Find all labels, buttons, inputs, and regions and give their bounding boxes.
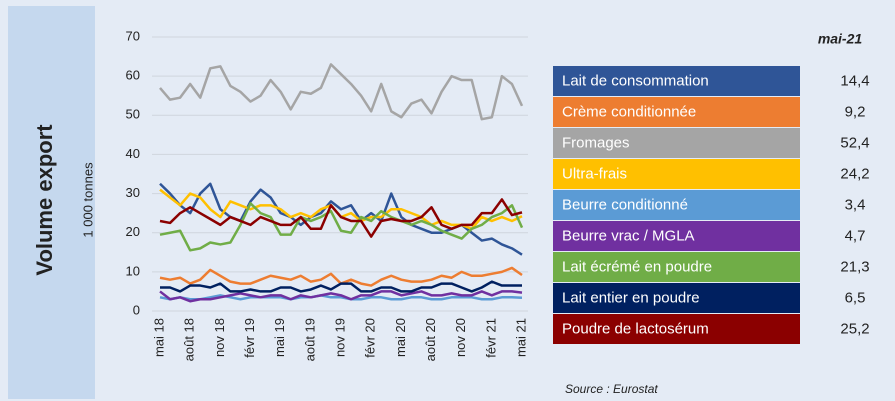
chart-title: Volume export: [32, 124, 57, 276]
legend-label: Lait entier en poudre: [562, 289, 700, 306]
series-line: [159, 294, 523, 301]
x-tick-label: nov 18: [212, 318, 227, 357]
y-tick-label: 50: [126, 107, 140, 122]
legend-swatch: [553, 97, 800, 127]
x-tick-label: mai 20: [393, 318, 408, 357]
legend-swatch: [553, 314, 800, 344]
x-tick-label: févr 21: [483, 318, 498, 358]
source: Source : Eurostat: [565, 382, 658, 396]
series-line: [159, 290, 523, 303]
legend-label: Crème conditionnée: [562, 103, 696, 120]
x-tick-label: août 20: [423, 318, 438, 361]
legend-label: Beurre conditionné: [562, 196, 688, 213]
legend-label: Ultra-frais: [562, 165, 627, 182]
series-line: [159, 202, 524, 252]
x-tick-label: août 18: [182, 318, 197, 361]
series-line: [160, 280, 522, 293]
table-value: 24,2: [840, 165, 869, 182]
legend-label: Lait de consommation: [562, 72, 709, 89]
x-tick-label: févr 19: [242, 318, 257, 358]
table-header: mai-21: [818, 31, 863, 47]
legend-swatch: [553, 66, 800, 96]
legend-swatch: [553, 159, 800, 189]
x-tick-label: mai 19: [272, 318, 287, 357]
legend-swatch: [553, 221, 800, 251]
y-tick-label: 30: [126, 185, 140, 200]
table-value: 52,4: [840, 134, 869, 151]
series-line: [159, 63, 524, 121]
y-tick-label: 40: [126, 146, 140, 161]
legend-swatch: [553, 190, 800, 220]
legend-swatch: [553, 128, 800, 158]
x-tick-label: nov 20: [453, 318, 468, 357]
y-tick-label: 10: [126, 263, 140, 278]
table-value: 14,4: [840, 72, 869, 89]
x-tick-label: févr 20: [363, 318, 378, 358]
x-tick-label: août 19: [302, 318, 317, 361]
table-value: 9,2: [845, 103, 866, 120]
legend-label: Fromages: [562, 134, 630, 151]
legend-swatch: [553, 283, 800, 313]
y-tick-label: 60: [126, 68, 140, 83]
legend-label: Lait écrémé en poudre: [562, 258, 712, 275]
y-tick-label: 20: [126, 224, 140, 239]
series-line: [159, 198, 523, 238]
x-tick-label: mai 21: [513, 318, 528, 357]
x-tick-label: mai 18: [151, 318, 166, 357]
x-tick-label: nov 19: [332, 318, 347, 357]
sidebar: [8, 6, 95, 399]
table-value: 25,2: [840, 320, 869, 337]
legend-swatch: [553, 252, 800, 282]
legend-label: Beurre vrac / MGLA: [562, 227, 695, 244]
y-tick-label: 70: [126, 28, 140, 43]
table-value: 6,5: [845, 289, 866, 306]
table-value: 3,4: [845, 196, 866, 213]
y-axis-label: 1 000 tonnes: [80, 162, 95, 238]
y-tick-label: 0: [133, 302, 140, 317]
table-value: 21,3: [840, 258, 869, 275]
legend-label: Poudre de lactosérum: [562, 320, 709, 337]
table-value: 4,7: [845, 227, 866, 244]
